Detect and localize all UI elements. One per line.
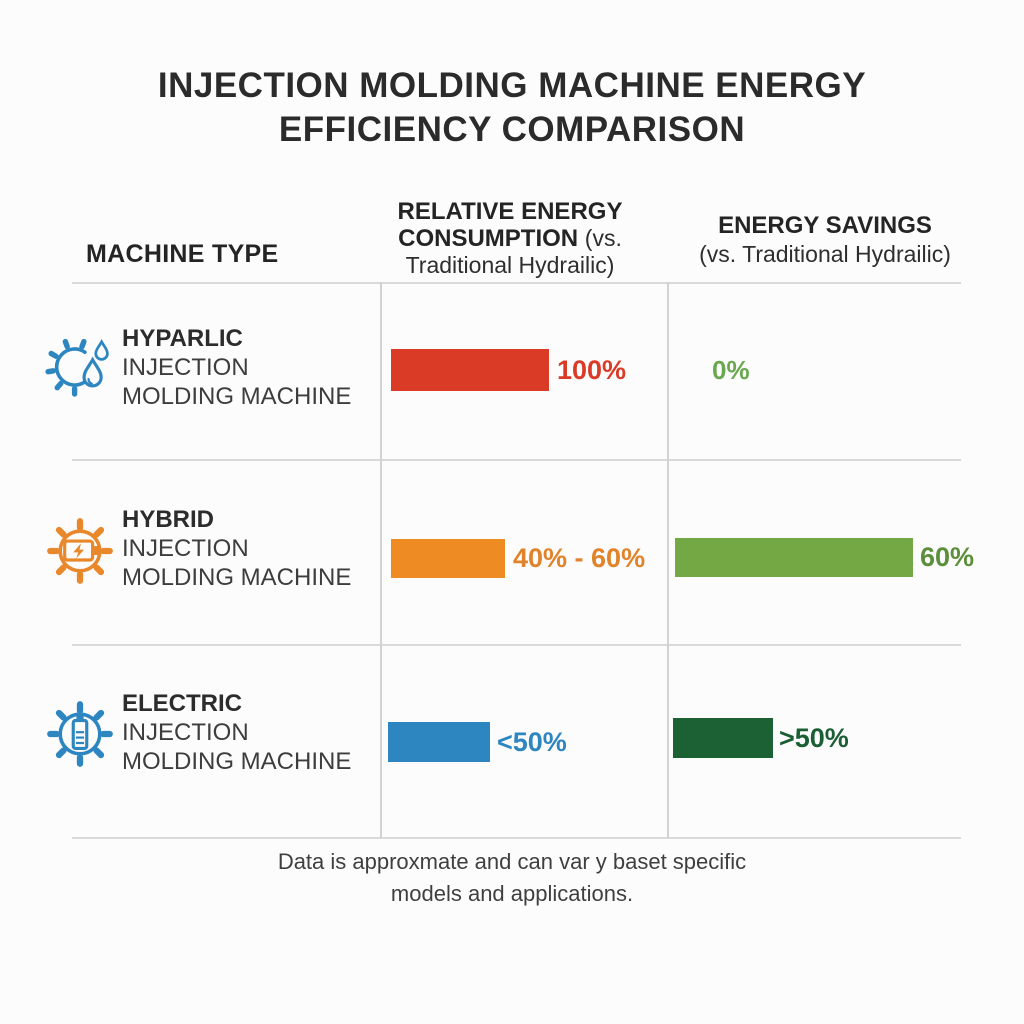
gear-battery-bolt-svg [47,518,113,584]
page-title: INJECTION MOLDING MACHINE ENERGY EFFICIE… [0,64,1024,152]
savings-value-hydraulic: 0% [712,355,750,385]
page-title-line-1: INJECTION MOLDING MACHINE ENERGY [157,66,867,105]
table-divider-bottom [72,837,961,839]
consumption-value-hybrid: 40% - 60% [513,543,646,573]
savings-header-title: ENERGY SAVINGS [718,212,932,239]
table-column-divider-2 [667,282,669,838]
machine-name-electric-line2: INJECTION [122,719,249,746]
savings-value-electric: >50% [779,723,849,753]
machine-name-hydraulic-line1: HYPARLIC [122,325,243,352]
machine-name-hydraulic-line3: MOLDING MACHINE [122,383,352,410]
machine-name-electric: ELECTRIC INJECTION MOLDING MACHINE [122,689,362,776]
table-divider-top [72,282,961,284]
savings-bar-electric [673,718,773,758]
consumption-header-subtitle: (vs. Traditional Hydrailic) [405,225,622,278]
footnote-line-1: Data is approxmate and can var y baset s… [277,849,747,874]
gear-battery-svg [47,701,113,767]
gear-battery-icon [44,698,116,770]
footnote-line-2: models and applications. [390,881,634,906]
machine-name-electric-line1: ELECTRIC [122,690,242,717]
consumption-bar-hydraulic [391,349,549,391]
machine-name-hydraulic: HYPARLIC INJECTION MOLDING MACHINE [122,324,362,411]
machine-name-hybrid-line1: HYBRID [122,506,215,533]
gear-battery-bolt-icon [44,515,116,587]
column-header-savings: ENERGY SAVINGS (vs. Traditional Hydraili… [690,212,960,268]
savings-value-hybrid: 60% [920,542,975,572]
machine-name-electric-line3: MOLDING MACHINE [122,748,352,775]
machine-name-hybrid-line2: INJECTION [122,535,249,562]
page-title-line-2: EFFICIENCY COMPARISON [278,110,746,149]
consumption-bar-electric [388,722,490,762]
consumption-header-title: RELATIVE ENERGY CONSUMPTION [397,198,623,252]
savings-header-subtitle: (vs. Traditional Hydrailic) [699,241,951,267]
consumption-value-electric: <50% [497,727,567,757]
machine-name-hybrid-line3: MOLDING MACHINE [122,564,352,591]
column-header-consumption: RELATIVE ENERGY CONSUMPTION (vs. Traditi… [394,198,626,279]
machine-name-hydraulic-line2: INJECTION [122,354,249,381]
consumption-value-hydraulic: 100% [557,355,627,385]
table-divider-row1 [72,459,961,461]
table-column-divider-1 [380,282,382,838]
machine-name-hybrid: HYBRID INJECTION MOLDING MACHINE [122,505,362,592]
gear-water-droplets-svg [45,338,109,397]
savings-bar-hybrid [675,538,913,577]
consumption-bar-hybrid [391,539,505,578]
machine-type-header-label: MACHINE TYPE [86,240,279,268]
table-divider-row2 [72,644,961,646]
column-header-machine-type: MACHINE TYPE [86,240,279,269]
gear-water-droplets-icon [44,331,116,403]
footnote: Data is approxmate and can var y baset s… [0,846,1024,910]
